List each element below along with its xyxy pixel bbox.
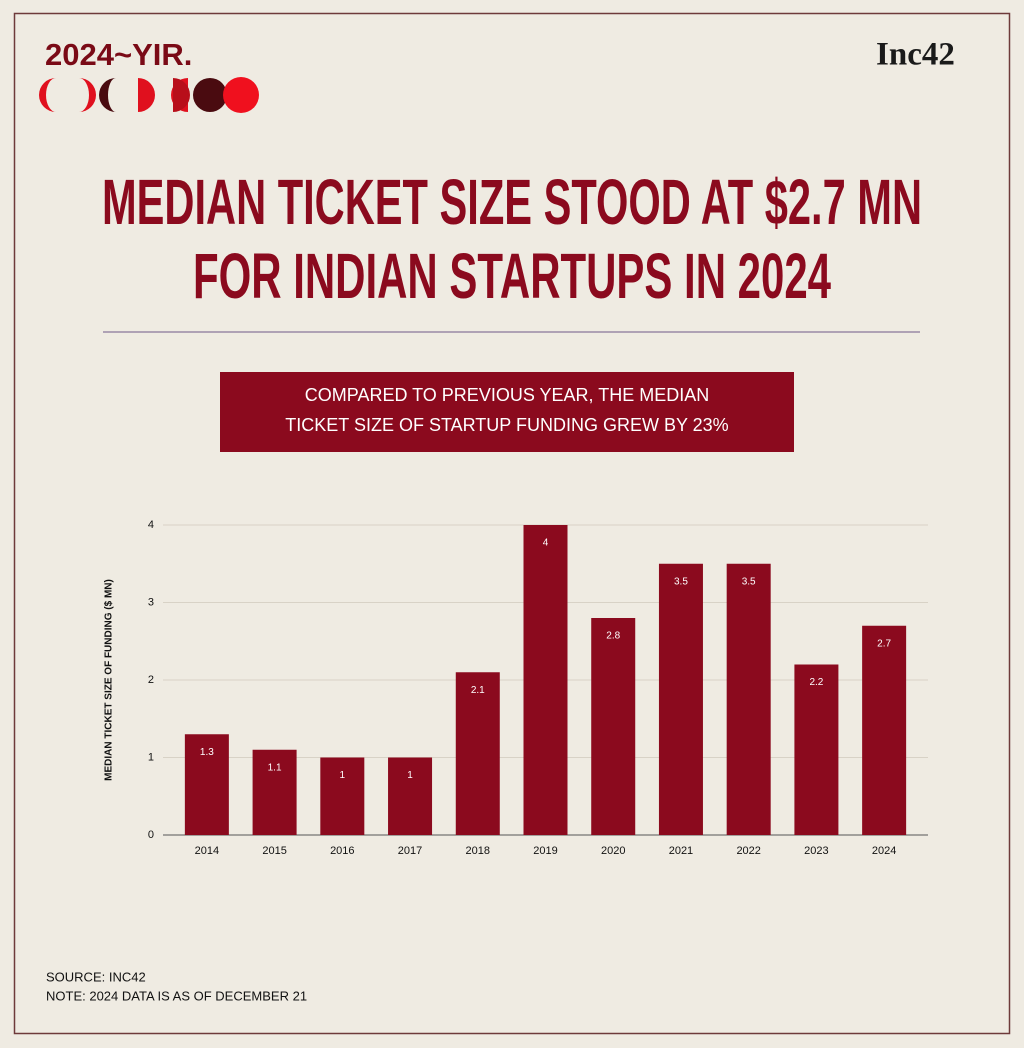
source: SOURCE: INC42 bbox=[46, 969, 146, 984]
bar bbox=[455, 672, 500, 835]
title: FOR INDIAN STARTUPS IN 2024 bbox=[193, 240, 831, 312]
data-label: 1.3 bbox=[200, 747, 214, 758]
y-tick-label: 0 bbox=[148, 829, 154, 841]
data-label: 1 bbox=[407, 770, 413, 781]
subtitle: TICKET SIZE OF STARTUP FUNDING GREW BY 2… bbox=[285, 415, 728, 435]
x-tick-label: 2022 bbox=[736, 845, 760, 857]
brand-icons bbox=[39, 77, 259, 113]
data-label: 1 bbox=[340, 770, 346, 781]
data-label: 1.1 bbox=[268, 762, 282, 773]
bar bbox=[523, 525, 568, 835]
bar bbox=[252, 749, 297, 835]
data-label: 3.5 bbox=[742, 576, 756, 587]
note: NOTE: 2024 DATA IS AS OF DECEMBER 21 bbox=[46, 988, 307, 1003]
bar bbox=[862, 625, 907, 835]
bar bbox=[388, 757, 433, 835]
frame bbox=[13, 12, 1011, 1035]
data-label: 4 bbox=[543, 538, 549, 549]
x-tick-label: 2023 bbox=[804, 845, 828, 857]
x-tick-label: 2014 bbox=[195, 845, 219, 857]
data-label: 2.2 bbox=[809, 677, 823, 688]
y-tick-label: 4 bbox=[148, 519, 154, 531]
subtitle-box bbox=[220, 372, 794, 452]
brand: 2024~YIR. bbox=[45, 37, 192, 72]
title: MEDIAN TICKET SIZE STOOD AT $2.7 MN bbox=[102, 166, 922, 238]
x-tick-label: 2024 bbox=[872, 845, 896, 857]
bar bbox=[794, 664, 839, 835]
x-tick-label: 2020 bbox=[601, 845, 625, 857]
logo: Inc42 bbox=[876, 37, 955, 73]
data-label: 2.1 bbox=[471, 685, 485, 696]
bar bbox=[320, 757, 365, 835]
y-axis-label: MEDIAN TICKET SIZE OF FUNDING ($ MN) bbox=[104, 579, 115, 781]
x-tick-label: 2017 bbox=[398, 845, 422, 857]
bar bbox=[658, 563, 703, 835]
x-tick-label: 2021 bbox=[669, 845, 693, 857]
y-tick-label: 3 bbox=[148, 596, 154, 608]
subtitle: COMPARED TO PREVIOUS YEAR, THE MEDIAN bbox=[305, 385, 709, 405]
data-label: 2.7 bbox=[877, 638, 891, 649]
bar bbox=[726, 563, 771, 835]
bar bbox=[591, 618, 636, 835]
y-tick-label: 2 bbox=[148, 674, 154, 686]
bar bbox=[184, 734, 229, 835]
data-label: 2.8 bbox=[606, 631, 620, 642]
x-tick-label: 2018 bbox=[466, 845, 490, 857]
x-tick-label: 2016 bbox=[330, 845, 354, 857]
data-label: 3.5 bbox=[674, 576, 688, 587]
x-tick-label: 2015 bbox=[262, 845, 286, 857]
x-tick-label: 2019 bbox=[533, 845, 557, 857]
y-tick-label: 1 bbox=[148, 751, 154, 763]
